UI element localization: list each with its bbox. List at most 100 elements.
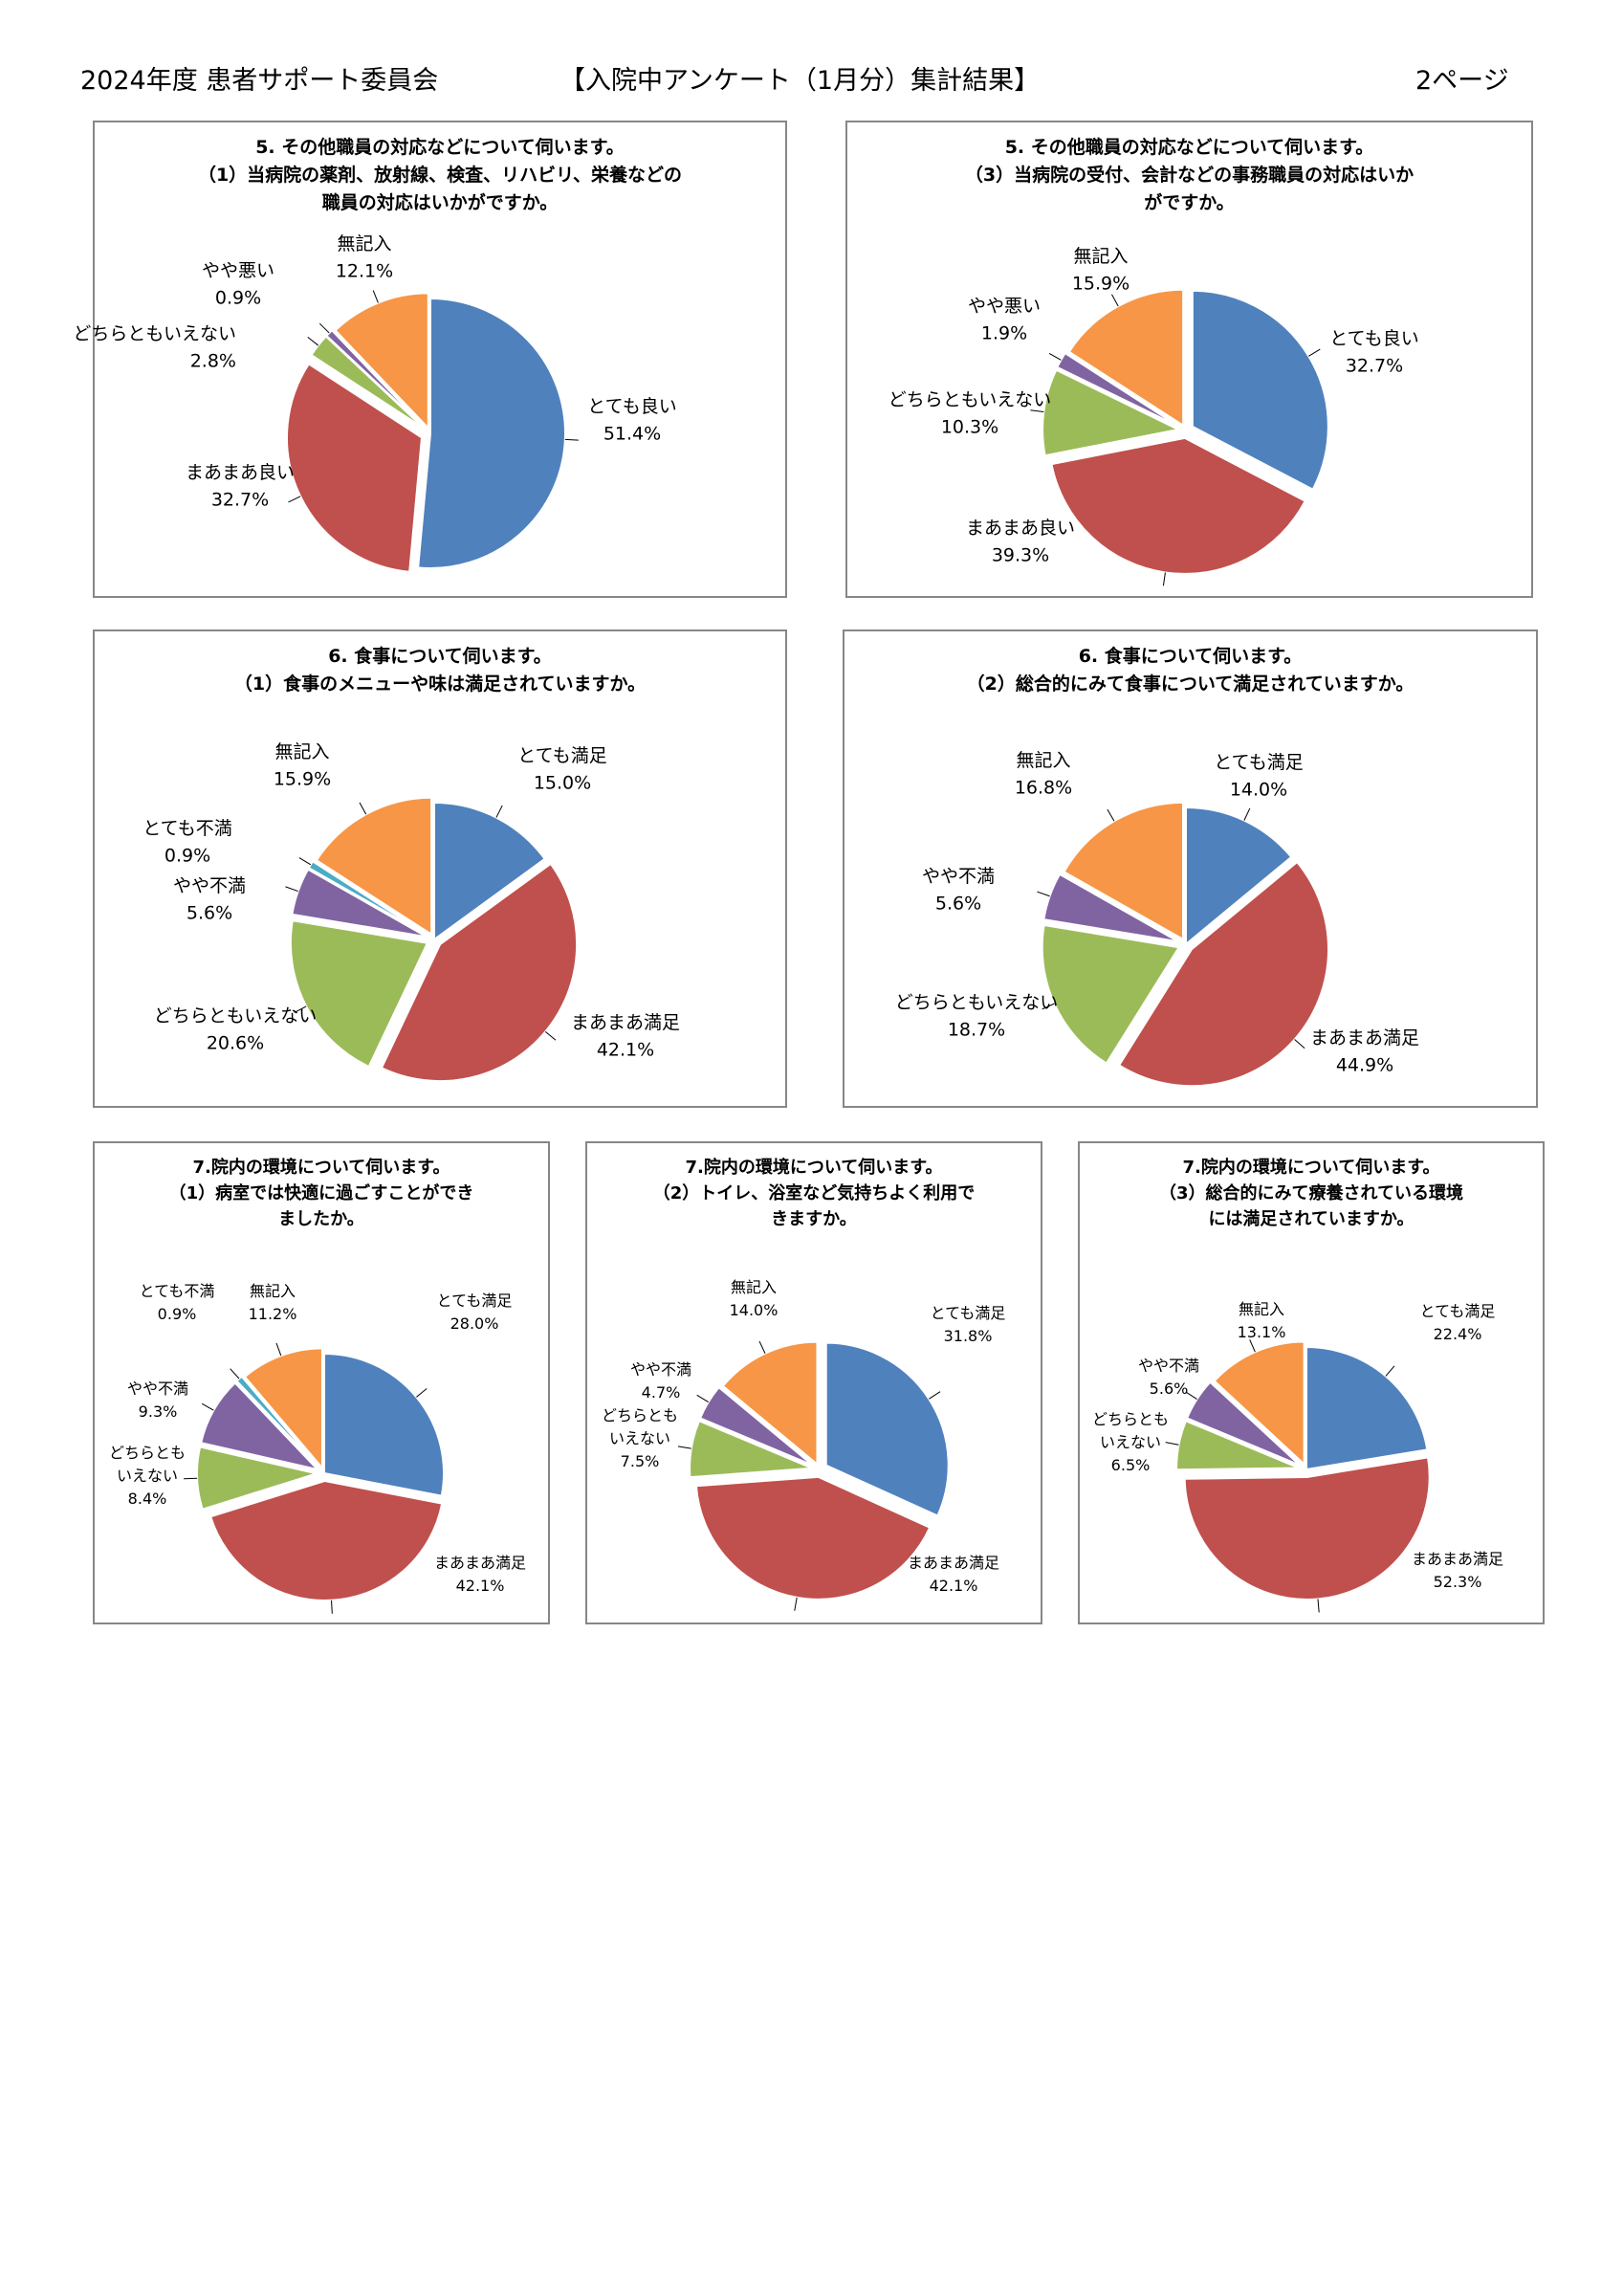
data-label-どちらともいえない: どちらともいえない 20.6% xyxy=(154,1005,318,1054)
chart-title: 7.院内の環境について伺います。 （1）病室では快適に過ごすことができ ましたか。 xyxy=(95,1155,548,1232)
data-label-category: まあまあ満足 xyxy=(1412,1550,1503,1568)
data-label-category: とても満足 xyxy=(1420,1302,1496,1320)
data-label-category: とても満足 xyxy=(437,1292,513,1310)
data-label-まあまあ良い: まあまあ良い 39.3% xyxy=(966,518,1075,566)
leader-line xyxy=(294,1005,307,1013)
page-number: 2ページ xyxy=(1415,66,1509,96)
header-center-title: 【入院中アンケート（1月分）集計結果】 xyxy=(559,66,1041,96)
chart-title-line: ましたか。 xyxy=(278,1209,364,1229)
leader-line xyxy=(1030,409,1044,413)
data-label-category: 無記入 xyxy=(274,741,329,762)
data-label-percent: 12.1% xyxy=(336,261,393,282)
chart-title-line: 7.院内の環境について伺います。 xyxy=(685,1158,943,1178)
leader-line xyxy=(1249,1339,1256,1353)
chart-title: 6. 食事について伺います。 （2）総合的にみて食事について満足されていますか。 xyxy=(844,643,1536,698)
data-label-category: とても満足 xyxy=(517,745,606,766)
leader-line xyxy=(495,805,503,818)
data-label-category: 無記入 xyxy=(1016,750,1070,771)
data-label-percent: 5.6% xyxy=(1150,1380,1189,1398)
data-label-まあまあ満足: まあまあ満足 42.1% xyxy=(571,1012,680,1061)
pie-slice-まあまあ満足 xyxy=(1117,860,1330,1088)
data-label-とても満足: とても満足 31.8% xyxy=(931,1304,1006,1345)
data-label-category: とても満足 xyxy=(1214,752,1303,773)
data-label-category: とても不満 xyxy=(140,1282,215,1300)
chart-env-room: 7.院内の環境について伺います。 （1）病室では快適に過ごすことができ ましたか。と… xyxy=(93,1141,550,1624)
data-label-やや不満: やや不満 4.7% xyxy=(630,1360,691,1402)
data-label-percent: 42.1% xyxy=(597,1040,654,1061)
pie-slice-とても満足 xyxy=(323,1352,445,1497)
pie-slice-まあまあ良い xyxy=(286,363,424,573)
leader-line xyxy=(794,1597,798,1611)
data-label-category: いえない xyxy=(117,1467,178,1485)
data-label-category: やや悪い xyxy=(968,296,1041,317)
chart-title-line: （1）当病院の薬剤、放射線、検査、リハビリ、栄養などの xyxy=(197,165,683,186)
leader-line xyxy=(1317,1599,1320,1613)
data-label-category: どちらともいえない xyxy=(895,992,1059,1013)
data-label-やや不満: やや不満 5.6% xyxy=(173,875,246,924)
chart-title-line: 6. 食事について伺います。 xyxy=(328,646,552,667)
data-label-percent: 14.0% xyxy=(1230,780,1287,801)
leader-line xyxy=(1107,808,1115,822)
data-label-無記入: 無記入 16.8% xyxy=(1015,750,1072,799)
data-label-percent: 32.7% xyxy=(1346,356,1403,377)
data-label-無記入: 無記入 15.9% xyxy=(1072,246,1130,295)
data-label-category: やや不満 xyxy=(1138,1357,1199,1375)
leader-line xyxy=(1243,807,1251,821)
data-label-percent: 44.9% xyxy=(1336,1055,1393,1076)
chart-meal-overall: 6. 食事について伺います。 （2）総合的にみて食事について満足されていますか。と… xyxy=(843,629,1538,1108)
data-label-category: いえない xyxy=(1100,1433,1161,1451)
data-label-まあまあ満足: まあまあ満足 52.3% xyxy=(1412,1550,1503,1591)
data-label-percent: 52.3% xyxy=(1434,1573,1482,1591)
data-label-category: どちらとも xyxy=(602,1406,678,1424)
data-label-まあまあ満足: まあまあ満足 44.9% xyxy=(1310,1027,1419,1076)
data-label-無記入: 無記入 15.9% xyxy=(274,741,331,790)
data-label-percent: 42.1% xyxy=(456,1577,505,1595)
chart-title: 7.院内の環境について伺います。 （3）総合的にみて療養されている環境 には満足され… xyxy=(1080,1155,1543,1232)
leader-line xyxy=(285,886,298,893)
pie-slice-とても満足 xyxy=(1305,1345,1429,1471)
leader-line xyxy=(758,1340,766,1354)
data-label-category: どちらともいえない xyxy=(888,389,1052,410)
data-label-とても不満: とても不満 0.9% xyxy=(140,1282,215,1323)
data-label-無記入: 無記入 12.1% xyxy=(336,233,393,282)
data-label-percent: 20.6% xyxy=(207,1033,264,1054)
chart-title-line: きますか。 xyxy=(771,1209,857,1229)
data-label-やや悪い: やや悪い 1.9% xyxy=(968,296,1041,344)
data-label-category: 無記入 xyxy=(250,1282,296,1300)
data-label-とても満足: とても満足 14.0% xyxy=(1214,752,1303,801)
chart-title-line: 6. 食事について伺います。 xyxy=(1078,646,1303,667)
data-label-無記入: 無記入 14.0% xyxy=(730,1278,779,1319)
pie-slice-まあまあ満足 xyxy=(208,1479,444,1601)
data-label-percent: 1.9% xyxy=(981,323,1027,344)
leader-line xyxy=(1185,1391,1197,1400)
data-label-percent: 42.1% xyxy=(930,1577,978,1595)
leader-line xyxy=(331,1600,333,1614)
pie-slice-とても良い xyxy=(417,297,566,569)
data-label-category: まあまあ満足 xyxy=(571,1012,680,1033)
data-label-category: 無記入 xyxy=(337,233,391,254)
data-label-percent: 51.4% xyxy=(603,424,661,445)
leader-line xyxy=(201,1402,214,1411)
data-label-どちらともいえない: どちらともいえない 18.7% xyxy=(895,992,1059,1041)
leader-line xyxy=(372,290,379,303)
data-label-どちらともいえない: どちらともいえない 8.4% xyxy=(109,1444,186,1508)
data-label-percent: 13.1% xyxy=(1238,1323,1286,1341)
pie-slice-無記入 xyxy=(1067,288,1185,428)
chart-meal-menu: 6. 食事について伺います。 （1）食事のメニューや味は満足されていますか。 とても… xyxy=(93,629,787,1108)
data-label-percent: 4.7% xyxy=(642,1383,681,1402)
data-label-category: やや不満 xyxy=(127,1380,188,1398)
leader-line xyxy=(1048,353,1062,361)
data-label-percent: 5.6% xyxy=(186,903,232,924)
pie-slice-とても不満 xyxy=(307,859,428,937)
header-left-title: 2024年度 患者サポート委員会 xyxy=(80,66,439,96)
pie-slice-どちらともいえない xyxy=(1041,923,1181,1065)
data-label-percent: 10.3% xyxy=(941,417,998,438)
data-label-percent: 32.7% xyxy=(211,490,269,511)
data-label-やや不満: やや不満 5.6% xyxy=(922,866,995,915)
data-label-percent: 9.3% xyxy=(139,1402,178,1421)
chart-env-toilet: 7.院内の環境について伺います。 （2）トイレ、浴室など気持ちよく利用で きますか。… xyxy=(585,1141,1042,1624)
chart-title-line: には満足されていますか。 xyxy=(1208,1209,1415,1229)
data-label-やや不満: やや不満 5.6% xyxy=(1138,1357,1199,1398)
data-label-percent: 15.9% xyxy=(274,769,331,790)
pie-slice-とても良い xyxy=(1191,289,1329,491)
